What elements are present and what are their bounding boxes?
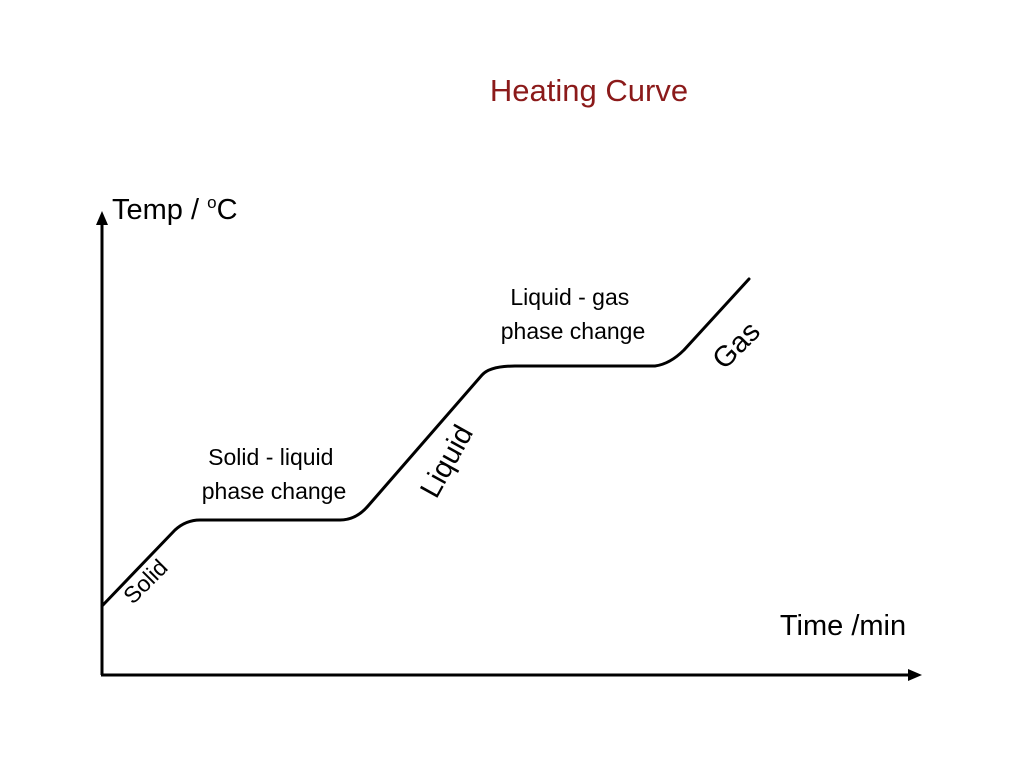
liquid-gas-annotation-line-2: phase change: [501, 318, 646, 344]
solid-liquid-annotation: Solid - liquid phase change: [202, 444, 347, 504]
liquid-gas-annotation-line-1: Liquid - gas: [510, 284, 629, 310]
gas-state-label: Gas: [707, 316, 767, 376]
y-axis-arrowhead: [96, 211, 108, 225]
y-axis-label-superscript: o: [207, 193, 216, 212]
y-axis-label-suffix: C: [217, 194, 238, 226]
solid-state-label: Solid: [118, 554, 173, 609]
y-axis-label: Temp / oC: [112, 193, 238, 226]
solid-liquid-annotation-line-1: Solid - liquid: [208, 444, 333, 470]
y-axis-label-prefix: Temp /: [112, 194, 207, 226]
liquid-gas-annotation: Liquid - gas phase change: [501, 284, 646, 344]
solid-liquid-annotation-line-2: phase change: [202, 478, 347, 504]
x-axis-arrowhead: [908, 669, 922, 681]
diagram-title: Heating Curve: [490, 73, 688, 108]
liquid-state-label: Liquid: [414, 420, 480, 503]
x-axis-label: Time /min: [780, 610, 906, 642]
heating-curve-line: [100, 277, 751, 608]
